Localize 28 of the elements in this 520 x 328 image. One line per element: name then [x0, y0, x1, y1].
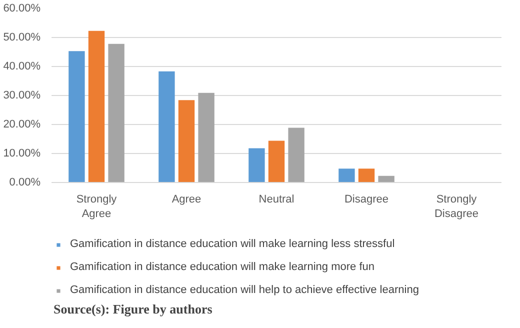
bar	[158, 71, 175, 182]
y-tick-label: 30.00%	[3, 90, 41, 102]
bar	[68, 51, 85, 182]
bar	[108, 44, 124, 182]
legend-label: Gamification in distance education will make learning less stressful	[70, 238, 395, 250]
bar	[248, 148, 265, 182]
y-tick-label: 60.00%	[3, 2, 41, 14]
legend-label: Gamification in distance education will help to achieve effective learning	[70, 284, 419, 296]
y-tick-label: 20.00%	[3, 118, 41, 130]
bar	[88, 30, 105, 182]
x-tick-label: Strongly Agree	[76, 194, 118, 220]
y-tick-label: 10.00%	[3, 148, 41, 160]
y-tick-label: 0.00%	[9, 176, 41, 188]
x-tick-label: Agree	[172, 194, 202, 206]
bar	[358, 168, 375, 182]
y-tick-label: 50.00%	[3, 32, 41, 44]
bar	[198, 92, 214, 182]
bar	[338, 168, 355, 182]
x-tick-label: Strongly Disagree	[434, 194, 479, 220]
bar	[288, 128, 304, 182]
legend-label: Gamification in distance education will make learning more fun	[70, 261, 374, 273]
source-note: Source(s): Figure by authors	[54, 302, 212, 316]
bar	[178, 100, 195, 182]
bar	[378, 176, 394, 182]
bar	[268, 140, 285, 182]
x-tick-label: Neutral	[258, 194, 294, 206]
x-tick-label: Disagree	[344, 194, 389, 206]
y-tick-label: 40.00%	[3, 60, 41, 72]
